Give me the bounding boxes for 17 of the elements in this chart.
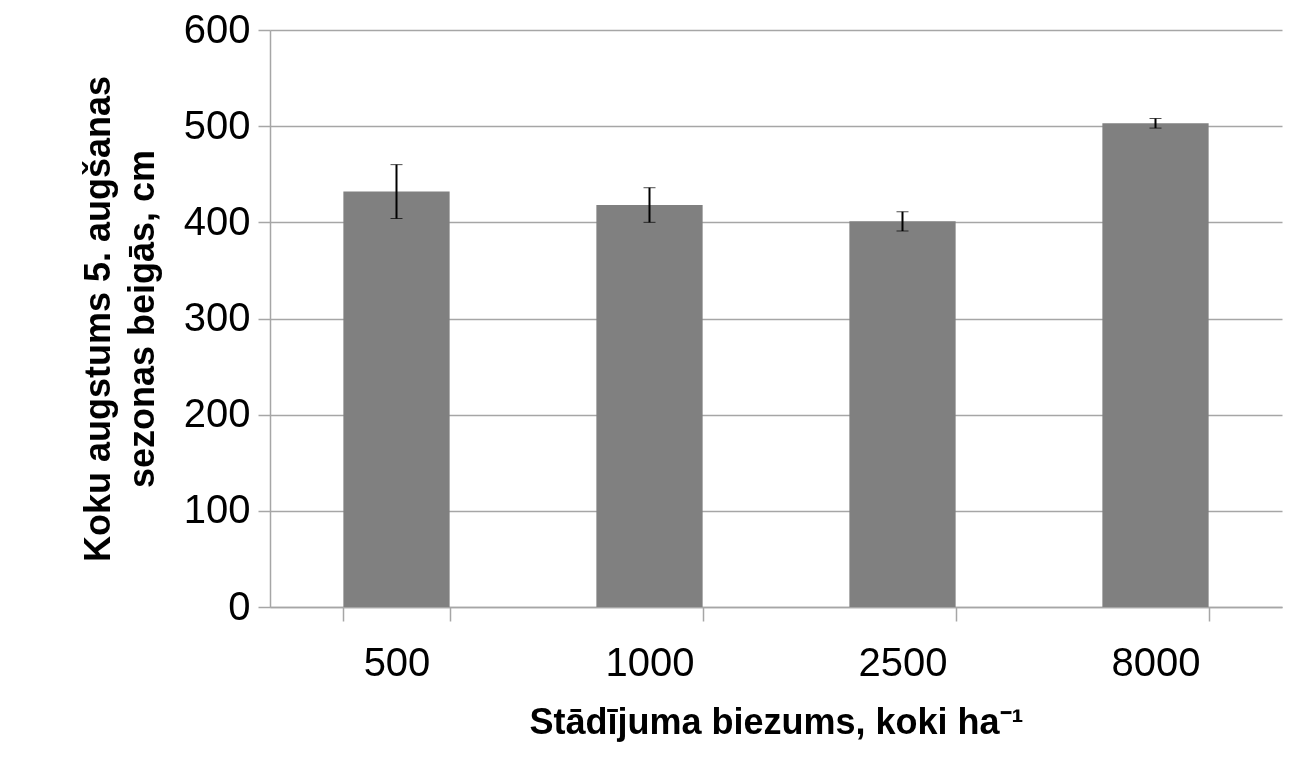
bar (596, 205, 703, 607)
bar (1102, 123, 1209, 607)
y-tick-label: 100 (183, 487, 251, 532)
x-tick-label: 2500 (858, 639, 948, 684)
y-axis-title: Koku augstums 5. augšanas sezonas beigās, cm (76, 75, 162, 563)
y-tick-label: 0 (228, 583, 251, 628)
x-tick-label: 8000 (1111, 639, 1201, 684)
y-tick-label: 600 (183, 6, 251, 51)
x-axis-title: Stādījuma biezums, koki ha⁻¹ (529, 700, 1024, 742)
bar (849, 221, 956, 607)
y-tick-label: 500 (183, 102, 251, 147)
y-tick-label: 200 (183, 391, 251, 436)
y-tick-label: 400 (183, 198, 251, 243)
bar (343, 191, 450, 607)
x-tick-label: 500 (363, 639, 431, 684)
x-tick-label: 1000 (605, 639, 695, 684)
y-tick-label: 300 (183, 295, 251, 339)
